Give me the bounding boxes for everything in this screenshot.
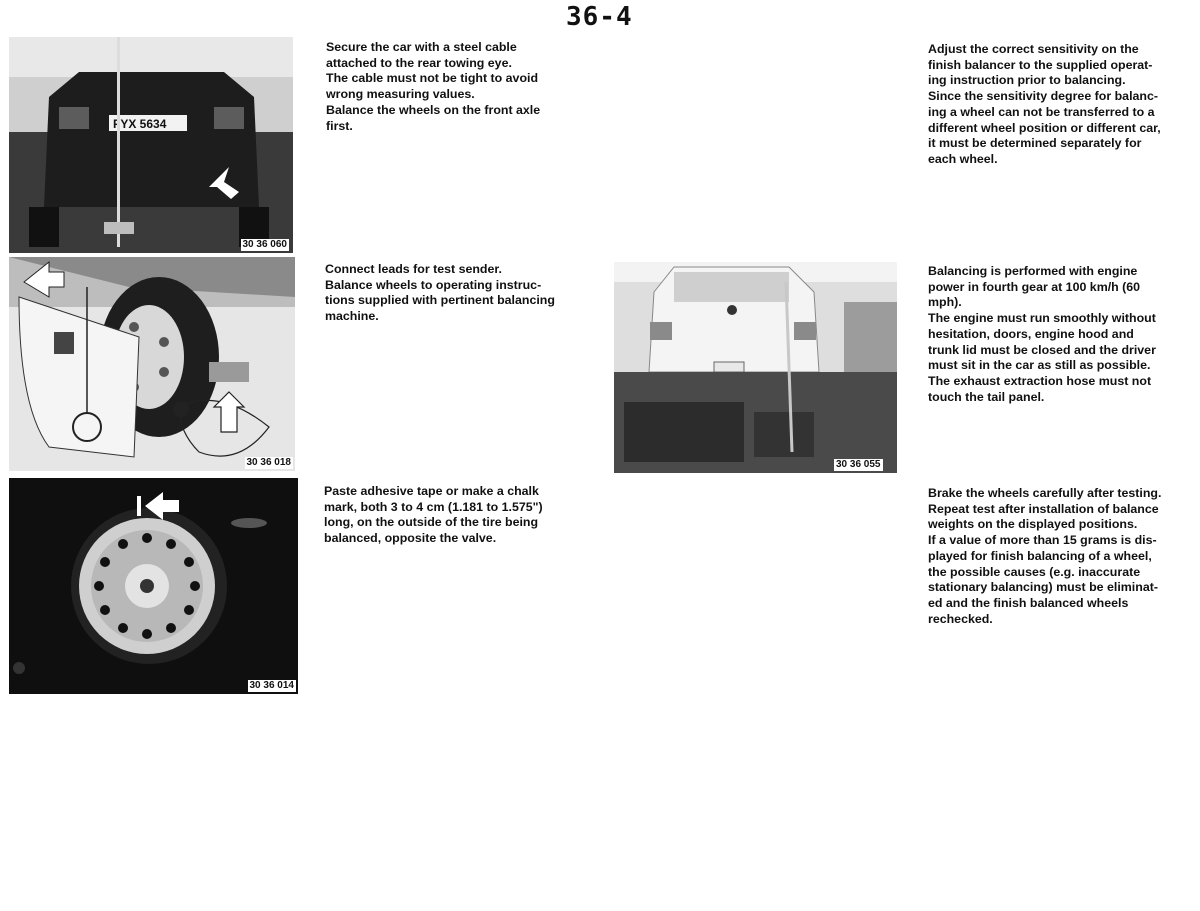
text-sensitivity: Adjust the correct sensitivity on the fi… (928, 42, 1161, 166)
figure-number: 30 36 060 (240, 239, 289, 251)
arrow-icon (145, 492, 179, 520)
figure-number: 30 36 055 (834, 459, 883, 471)
text-steel-cable: Secure the car with a steel cable attach… (326, 40, 541, 133)
photo-wheel-rim-tape: 30 36 014 (9, 478, 298, 694)
figure-number: 30 36 018 (244, 457, 293, 469)
arrow-icon (209, 167, 239, 199)
page-number: 36-4 (566, 2, 633, 32)
text-engine-power: Balancing is performed with engine power… (928, 264, 1156, 404)
text-brake-wheels: Brake the wheels carefully after testing… (928, 486, 1162, 626)
arrow-icon (212, 391, 246, 433)
photo-car-test-run: 30 36 055 (614, 262, 897, 473)
text-connect-leads: Connect leads for test sender. Balance w… (325, 262, 555, 324)
photo-car-rear-cable: FYX 5634 30 36 060 (9, 37, 293, 253)
arrow-icon (23, 260, 65, 298)
figure-number: 30 36 014 (247, 680, 296, 692)
text-adhesive-tape: Paste adhesive tape or make a chalk mark… (324, 484, 543, 546)
license-plate: FYX 5634 (113, 117, 167, 131)
photo-wheel-test-leads: 30 36 018 (9, 257, 295, 471)
